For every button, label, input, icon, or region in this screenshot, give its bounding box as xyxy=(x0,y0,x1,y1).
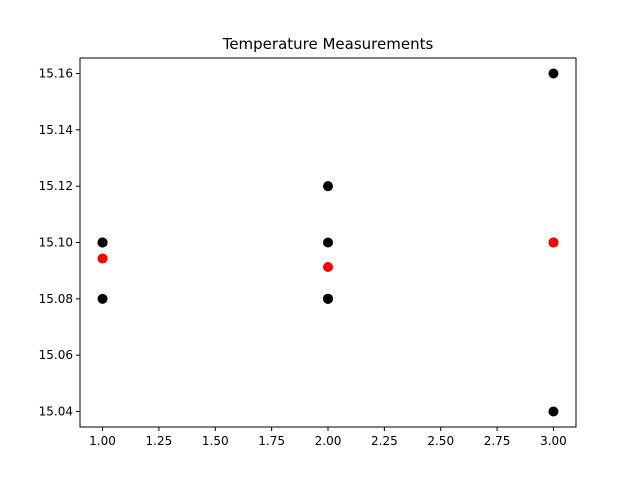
data-point-black xyxy=(323,293,333,304)
data-point-black xyxy=(97,237,108,248)
axis-ticks: 1.00 1.25 1.50 1.75 2.00 2.25 2.50 2.75 3.00 15.0… xyxy=(39,66,567,448)
chart-title: Temperature Measurements xyxy=(222,35,434,53)
y-tick-label: 15.10 xyxy=(39,236,73,250)
data-point-black xyxy=(548,68,559,79)
data-point-red xyxy=(548,237,559,248)
x-tick-label: 2.25 xyxy=(371,434,398,448)
x-tick-label: 1.00 xyxy=(89,434,116,448)
y-tick-label: 15.16 xyxy=(39,66,73,80)
x-tick-label: 3.00 xyxy=(540,434,567,448)
data-point-black xyxy=(548,406,559,417)
x-tick-label: 1.25 xyxy=(146,434,173,448)
data-points xyxy=(97,68,559,417)
data-point-black xyxy=(323,237,333,248)
y-tick-label: 15.08 xyxy=(39,292,73,306)
y-tick-label: 15.12 xyxy=(39,179,73,193)
x-tick-label: 1.75 xyxy=(258,434,285,448)
y-tick-label: 15.04 xyxy=(39,405,73,419)
data-point-black xyxy=(97,293,108,304)
data-point-red xyxy=(323,262,333,273)
data-point-black xyxy=(323,181,333,192)
y-tick-label: 15.14 xyxy=(39,123,73,137)
axes-frame xyxy=(79,57,577,428)
y-tick-label: 15.06 xyxy=(39,348,73,362)
data-point-red xyxy=(97,253,108,264)
x-tick-label: 2.75 xyxy=(484,434,511,448)
x-tick-label: 1.50 xyxy=(202,434,229,448)
x-tick-label: 2.00 xyxy=(315,434,342,448)
x-tick-label: 2.50 xyxy=(427,434,454,448)
